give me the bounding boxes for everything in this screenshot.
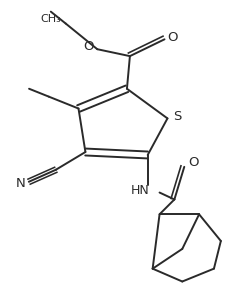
Text: O: O xyxy=(188,156,199,170)
Text: O: O xyxy=(167,31,178,44)
Text: O: O xyxy=(83,40,94,53)
Text: HN: HN xyxy=(130,184,149,197)
Text: S: S xyxy=(173,110,182,123)
Text: CH₃: CH₃ xyxy=(40,13,61,24)
Text: N: N xyxy=(15,177,25,190)
